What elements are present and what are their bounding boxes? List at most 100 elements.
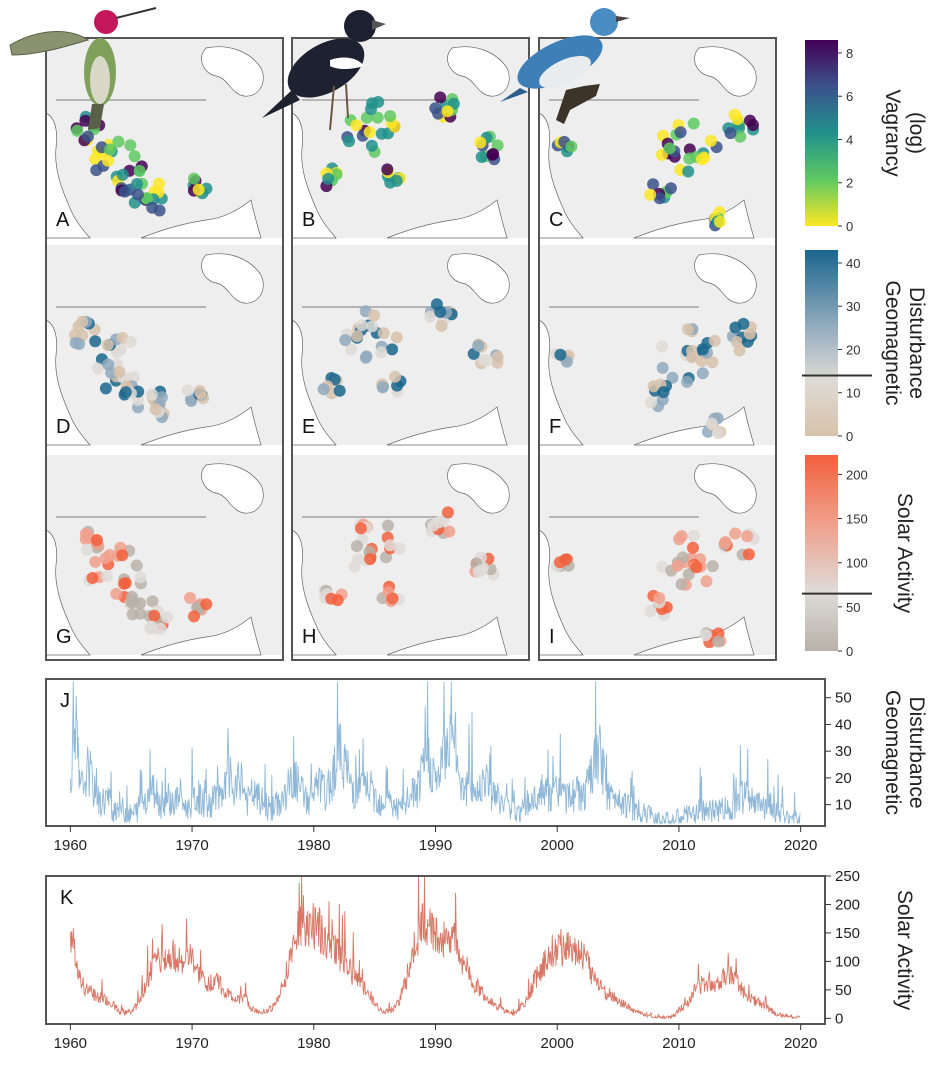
colorbar-tick-label: 4 [846, 132, 853, 147]
map-dot [376, 381, 389, 394]
y-tick-label: 0 [835, 1010, 843, 1027]
map-dot [354, 522, 367, 535]
map-dot [128, 150, 141, 163]
map-dot [130, 559, 143, 572]
y-axis-title: Geomagnetic Disturbance [881, 690, 928, 815]
y-axis-title-line: Geomagnetic [881, 690, 904, 815]
map-panel-e: E [291, 245, 529, 446]
map-dot [118, 185, 131, 198]
map-dot [149, 403, 162, 416]
map-dot [69, 336, 82, 349]
map-dot [682, 568, 695, 581]
map-dot [200, 598, 213, 611]
map-dot [345, 343, 358, 356]
map-water [291, 319, 337, 446]
x-tick-label: 1980 [297, 837, 330, 854]
map-dot [657, 386, 670, 399]
map-panel-i: I [538, 455, 776, 656]
map-water [45, 319, 91, 446]
black-bird-illustration [262, 10, 386, 131]
colorbar-title: Vagrancy (log) [881, 89, 928, 177]
map-dot [188, 610, 200, 623]
map-dot [366, 320, 379, 333]
map-dot [656, 361, 669, 374]
map-dot [113, 365, 126, 378]
map-dot [389, 370, 402, 383]
x-tick-label: 2020 [784, 837, 817, 854]
map-dot [687, 541, 699, 554]
map-panel-d: D [45, 245, 283, 446]
map-dot [474, 136, 487, 149]
map-dot [664, 182, 677, 195]
map-dot [390, 331, 403, 344]
panel-letter-g: G [56, 626, 72, 648]
map-panels: A B C D E F G H I [45, 37, 777, 661]
map-dot [351, 330, 364, 343]
map-dot [360, 350, 373, 363]
y-tick-label: 20 [835, 770, 852, 787]
colorbar-vagrancy: 0 2 4 6 8 Vagrancy (log) [805, 40, 928, 234]
colorbar-title-line: Geomagnetic [881, 281, 904, 406]
map-dot [674, 126, 687, 139]
map-dot [729, 527, 742, 540]
map-dot [644, 605, 657, 618]
map-dot [131, 188, 144, 201]
map-column-frame [291, 37, 530, 661]
map-dot [350, 119, 363, 132]
y-tick-label: 200 [835, 896, 860, 913]
map-dot [124, 335, 137, 348]
map-dot [89, 335, 102, 348]
map-dot [134, 571, 147, 584]
colorbar-tick-label: 150 [846, 512, 868, 527]
colorbar-title-line: Disturbance [905, 287, 928, 399]
map-dot [673, 533, 686, 546]
map-dot [343, 135, 355, 148]
map-dot [89, 555, 102, 568]
map-water [201, 253, 264, 304]
map-water [291, 529, 337, 656]
colorbar-tick-label: 0 [846, 429, 853, 444]
map-dot [384, 110, 397, 123]
x-tick-label: 2000 [541, 837, 574, 854]
map-dot [441, 506, 454, 519]
y-axis-title: Solar Activity [893, 890, 916, 1011]
panel-letter-k: K [60, 887, 74, 909]
map-dot [118, 577, 130, 590]
colorbar-tick-label: 2 [846, 176, 853, 191]
map-dot [687, 117, 700, 130]
map-dot [99, 382, 112, 395]
map-dot [126, 608, 139, 621]
map-water [140, 406, 262, 446]
map-dot [666, 371, 679, 384]
map-dot [133, 164, 146, 177]
map-dot [317, 383, 330, 396]
map-dot [696, 153, 709, 166]
map-dot [472, 565, 485, 578]
series-line [69, 681, 801, 825]
map-dot [124, 139, 137, 152]
map-dot [188, 172, 200, 185]
map-dot [131, 178, 143, 190]
map-dot [644, 188, 657, 201]
map-water [201, 46, 264, 97]
map-dot [79, 527, 92, 540]
y-tick-label: 30 [835, 743, 852, 760]
map-dot [146, 201, 159, 214]
map-dot [76, 315, 89, 328]
y-tick-label: 100 [835, 953, 860, 970]
map-water [538, 319, 584, 446]
colorbar-solar: 0 50 100 150 200 Solar Activity [802, 455, 916, 659]
map-dot [364, 553, 377, 566]
map-dot [559, 553, 572, 566]
map-dot [700, 575, 713, 588]
map-dot [365, 139, 378, 152]
y-tick-label: 250 [835, 868, 860, 885]
map-dot [675, 578, 688, 591]
x-tick-label: 2010 [662, 837, 695, 854]
map-dot [351, 553, 364, 566]
map-dot [712, 635, 725, 648]
panel-letter-c: C [549, 209, 563, 231]
map-dot [71, 124, 84, 137]
map-dot [696, 367, 709, 380]
